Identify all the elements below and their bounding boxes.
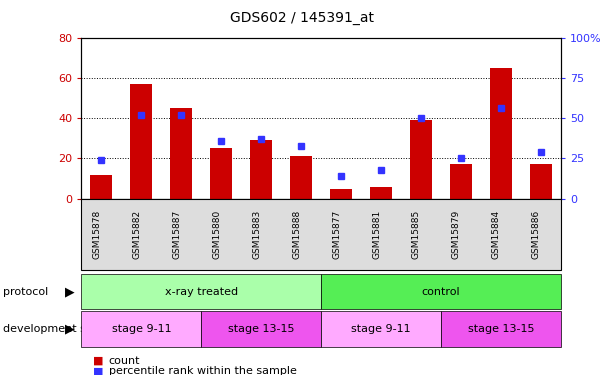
- Text: GDS602 / 145391_at: GDS602 / 145391_at: [230, 11, 373, 25]
- Text: GSM15877: GSM15877: [332, 210, 341, 259]
- Text: ▶: ▶: [65, 285, 74, 298]
- Text: GSM15887: GSM15887: [172, 210, 182, 259]
- Bar: [450, 165, 472, 199]
- Bar: [130, 84, 153, 199]
- Text: GSM15888: GSM15888: [292, 210, 301, 259]
- Bar: [490, 68, 512, 199]
- Text: GSM15883: GSM15883: [252, 210, 261, 259]
- Text: x-ray treated: x-ray treated: [165, 286, 238, 297]
- Text: control: control: [421, 286, 460, 297]
- Text: count: count: [109, 356, 140, 366]
- Text: protocol: protocol: [3, 286, 48, 297]
- Text: stage 9-11: stage 9-11: [112, 324, 171, 334]
- Bar: [530, 165, 552, 199]
- Text: GSM15882: GSM15882: [132, 210, 141, 259]
- Bar: [290, 156, 312, 199]
- Text: GSM15885: GSM15885: [412, 210, 421, 259]
- Text: GSM15878: GSM15878: [92, 210, 101, 259]
- Text: ■: ■: [93, 356, 104, 366]
- Text: GSM15884: GSM15884: [492, 210, 501, 259]
- Text: stage 13-15: stage 13-15: [467, 324, 534, 334]
- Text: GSM15879: GSM15879: [452, 210, 461, 259]
- Text: stage 13-15: stage 13-15: [228, 324, 294, 334]
- Bar: [170, 108, 192, 199]
- Bar: [250, 140, 272, 199]
- Bar: [210, 148, 232, 199]
- Bar: [90, 175, 112, 199]
- Text: GSM15880: GSM15880: [212, 210, 221, 259]
- Text: development stage: development stage: [3, 324, 111, 334]
- Text: GSM15881: GSM15881: [372, 210, 381, 259]
- Text: percentile rank within the sample: percentile rank within the sample: [109, 366, 297, 375]
- Text: stage 9-11: stage 9-11: [351, 324, 411, 334]
- Bar: [330, 189, 352, 199]
- Bar: [410, 120, 432, 199]
- Text: ■: ■: [93, 366, 104, 375]
- Bar: [370, 187, 392, 199]
- Text: GSM15886: GSM15886: [532, 210, 541, 259]
- Text: ▶: ▶: [65, 322, 74, 336]
